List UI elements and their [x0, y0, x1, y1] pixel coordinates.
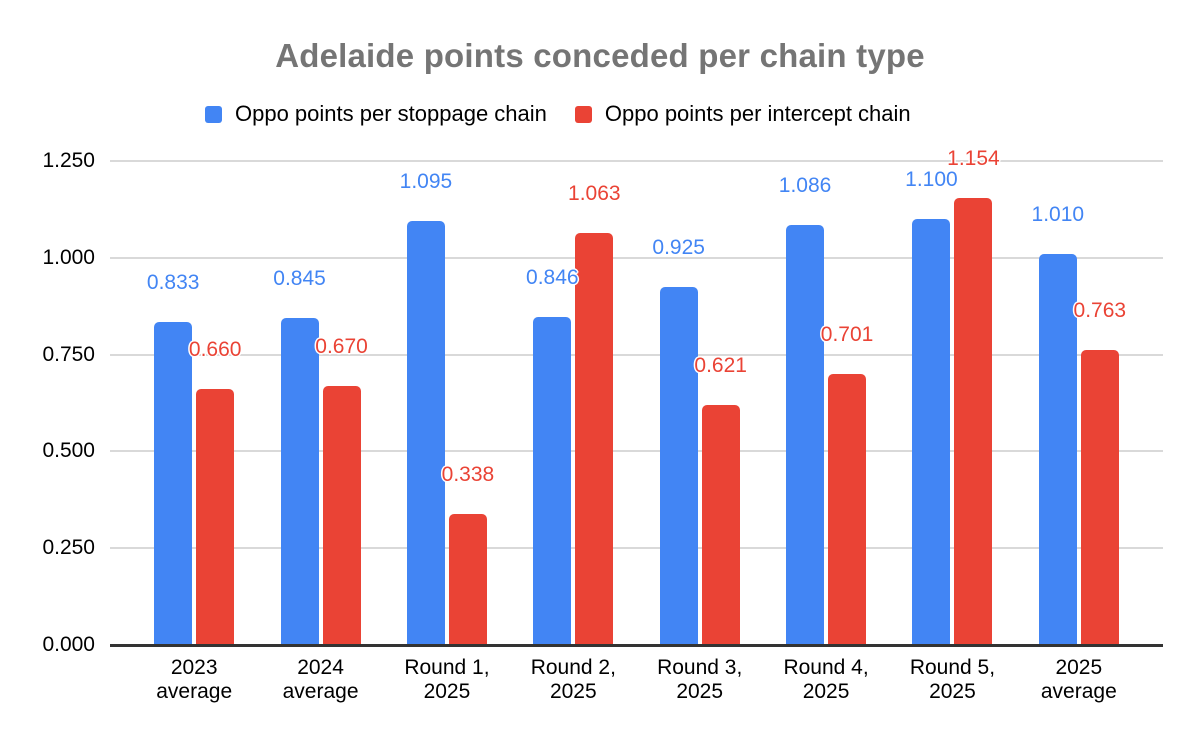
bar-value-label: 0.338: [441, 463, 495, 487]
bar-intercept[interactable]: [828, 373, 867, 645]
bar-value-label: 0.701: [820, 322, 874, 346]
category-label: 2025 average: [1040, 656, 1117, 703]
bar-group: 1.095 0.338: [384, 161, 510, 645]
bar-stoppage[interactable]: [1038, 253, 1077, 645]
bar-value-label: 1.154: [947, 147, 1000, 171]
gridline: [110, 547, 1163, 550]
category-label: Round 1, 2025: [404, 656, 490, 703]
y-axis-label: 0.000: [42, 633, 95, 656]
chart-title: Adelaide points conceded per chain type: [275, 37, 925, 74]
category-label: Round 3, 2025: [657, 656, 743, 703]
x-axis-line: [110, 644, 1163, 647]
y-axis-label: 0.500: [42, 439, 95, 463]
bar-value-label: 1.095: [399, 170, 453, 194]
bar-stoppage[interactable]: [533, 317, 572, 645]
bar-stoppage[interactable]: [154, 322, 193, 645]
bar-intercept[interactable]: [448, 514, 487, 645]
bar-value-label: 0.670: [315, 334, 368, 358]
gridline: [110, 450, 1163, 453]
bar-group: 0.925 0.621: [637, 161, 763, 645]
y-axis-label: 1.250: [42, 149, 95, 172]
bar-value-label: 0.846: [526, 266, 579, 290]
bar-value-label: 0.845: [273, 266, 326, 290]
bar-value-label: 0.925: [652, 235, 705, 259]
bar-intercept[interactable]: [196, 389, 235, 645]
category-label: Round 5, 2025: [909, 656, 996, 703]
category-label: 2023 average: [156, 656, 233, 703]
bar-value-label: 0.660: [188, 338, 242, 362]
bar-value-label: 1.063: [568, 182, 621, 206]
bar-intercept[interactable]: [575, 233, 614, 645]
bar-stoppage[interactable]: [406, 221, 445, 645]
bar-intercept[interactable]: [322, 385, 361, 645]
y-axis-label: 1.000: [42, 245, 95, 269]
bar-group: 0.846 1.063: [510, 161, 636, 645]
gridline: [110, 353, 1163, 356]
gridline: [110, 256, 1163, 259]
bar-group: 1.100 1.154: [889, 147, 1015, 645]
category-label: 2024 average: [282, 656, 359, 703]
bar-intercept[interactable]: [954, 198, 993, 645]
legend-item-stoppage[interactable]: Oppo points per stoppage chain: [205, 101, 547, 127]
y-axis-label: 0.250: [42, 536, 95, 560]
bar-value-label: 1.010: [1031, 202, 1085, 226]
bar-stoppage[interactable]: [786, 224, 825, 645]
y-axis-label: 0.750: [42, 342, 95, 366]
legend-label: Oppo points per stoppage chain: [235, 101, 547, 126]
legend-label: Oppo points per intercept chain: [604, 101, 911, 126]
bar-value-label: 0.833: [146, 271, 200, 295]
bar-intercept[interactable]: [701, 404, 740, 645]
bar-stoppage[interactable]: [912, 219, 951, 645]
bar-value-label: 1.100: [905, 168, 958, 192]
category-label: Round 2, 2025: [530, 656, 616, 703]
bar-group: 0.845 0.670: [257, 161, 383, 645]
bar-intercept[interactable]: [1080, 349, 1119, 645]
bar-value-label: 0.763: [1073, 298, 1127, 322]
bar-stoppage[interactable]: [280, 317, 319, 645]
gridline: [110, 160, 1163, 162]
bar-group: 0.833 0.660: [131, 161, 257, 645]
bar-group: 1.010 0.763: [1016, 161, 1142, 645]
bar-stoppage[interactable]: [659, 286, 698, 645]
bar-group: 1.086 0.701: [763, 161, 889, 645]
bar-value-label: 1.086: [778, 173, 832, 197]
legend-swatch-icon: [574, 105, 592, 123]
category-label: Round 4, 2025: [783, 656, 869, 703]
legend: Oppo points per stoppage chain Oppo point…: [205, 101, 911, 127]
legend-item-intercept[interactable]: Oppo points per intercept chain: [574, 101, 911, 127]
legend-swatch-icon: [205, 105, 222, 123]
bar-value-label: 0.621: [694, 353, 747, 377]
plot-area: 0.833 0.660 0.845 0.670 1.095 0.338 0.846 1.063…: [110, 147, 1163, 647]
